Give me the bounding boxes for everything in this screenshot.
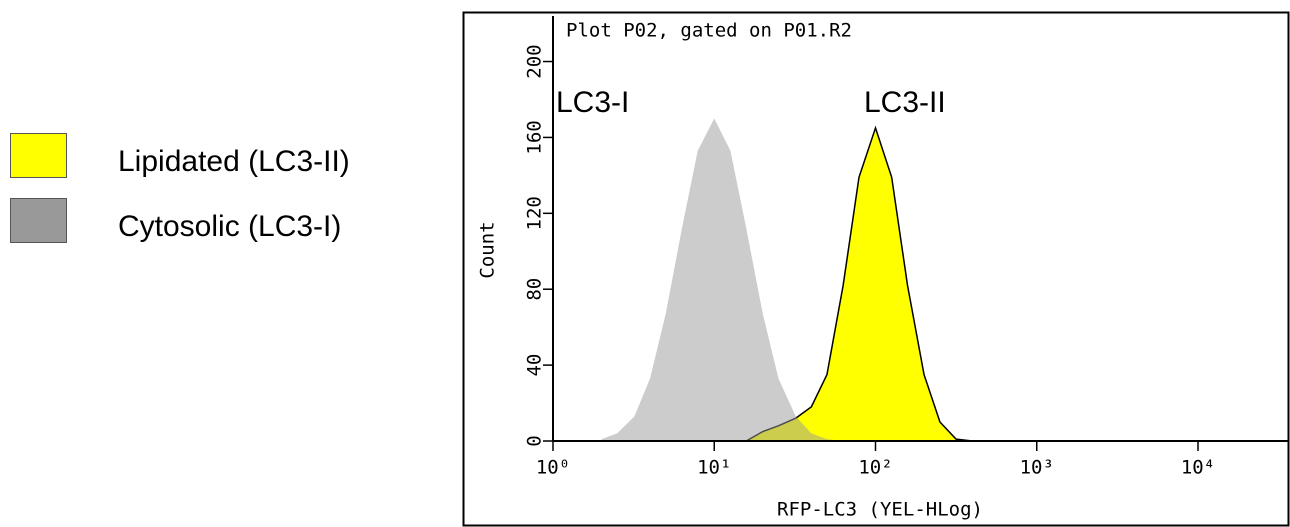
plot-frame bbox=[462, 11, 1290, 527]
x-tick-label: 10⁰ bbox=[536, 457, 570, 479]
x-tick-label: 10¹ bbox=[697, 457, 731, 479]
y-tick-label: 80 bbox=[524, 278, 546, 301]
annotation: LC3-I bbox=[556, 86, 629, 119]
x-tick-label: 10² bbox=[858, 457, 892, 479]
y-tick-label: 0 bbox=[524, 435, 546, 446]
y-tick-label: 160 bbox=[524, 120, 546, 154]
y-tick-label: 200 bbox=[524, 44, 546, 78]
legend-label: Lipidated (LC3-II) bbox=[118, 145, 350, 178]
chart-title: Plot P02, gated on P01.R2 bbox=[566, 20, 852, 42]
histogram-area bbox=[601, 118, 844, 442]
histogram-area bbox=[746, 127, 973, 442]
x-axis-label: RFP-LC3 (YEL-HLog) bbox=[777, 499, 983, 521]
legend-label: Cytosolic (LC3-I) bbox=[118, 210, 341, 243]
y-axis-label: Count bbox=[477, 221, 499, 278]
y-tick-label: 120 bbox=[524, 196, 546, 230]
legend-swatch bbox=[10, 198, 67, 243]
annotation: LC3-II bbox=[864, 86, 946, 119]
y-tick-label: 40 bbox=[524, 354, 546, 377]
x-tick-label: 10⁴ bbox=[1181, 457, 1215, 479]
plot-area bbox=[601, 118, 973, 442]
x-tick-label: 10³ bbox=[1020, 457, 1054, 479]
legend-swatch bbox=[10, 133, 67, 178]
